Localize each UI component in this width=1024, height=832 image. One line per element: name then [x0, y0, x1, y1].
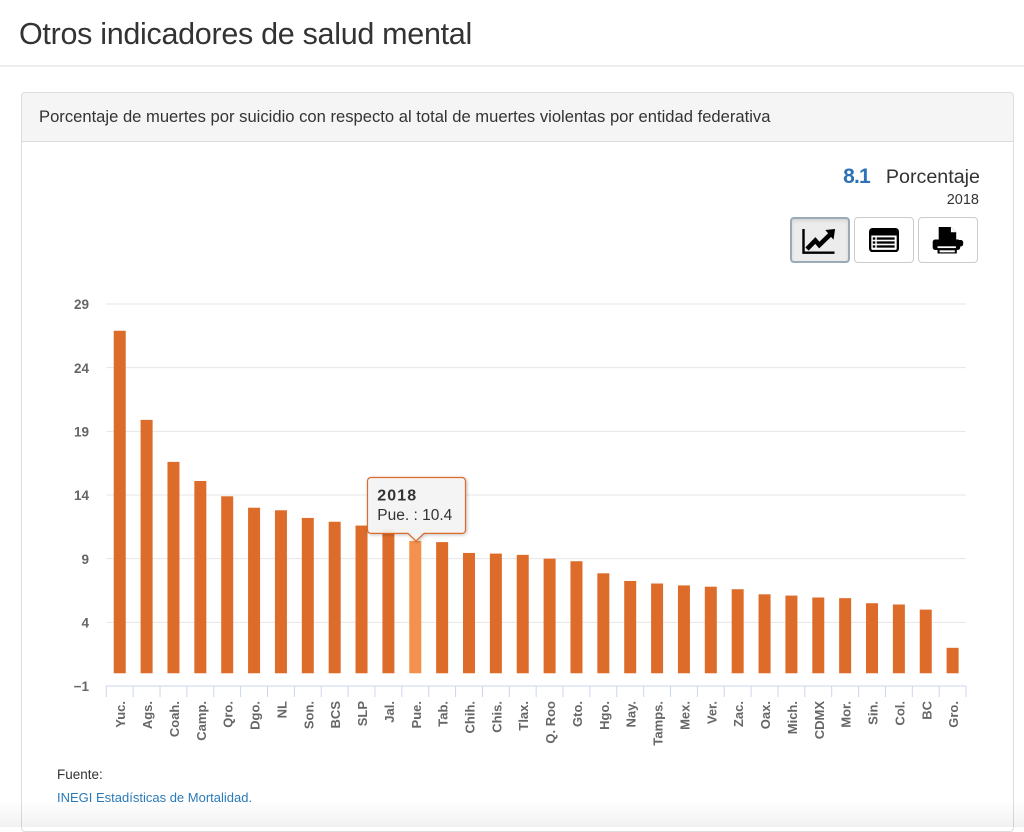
svg-text:Mich.: Mich. [785, 701, 800, 734]
svg-text:Tab.: Tab. [436, 701, 451, 727]
svg-text:Gto.: Gto. [570, 701, 585, 727]
svg-text:SLP: SLP [355, 701, 370, 727]
svg-text:Mor.: Mor. [839, 701, 854, 728]
svg-text:Tlax.: Tlax. [516, 701, 531, 731]
svg-text:CDMX: CDMX [812, 701, 827, 740]
svg-text:Chis.: Chis. [489, 701, 504, 733]
svg-text:Mex.: Mex. [677, 701, 692, 730]
svg-text:Hgo.: Hgo. [597, 701, 612, 730]
svg-text:BC: BC [919, 700, 934, 719]
svg-text:Jal.: Jal. [382, 701, 397, 723]
svg-text:Zac.: Zac. [731, 701, 746, 727]
svg-text:14: 14 [74, 488, 90, 503]
svg-text:−1: −1 [74, 679, 90, 694]
svg-text:4: 4 [81, 616, 89, 631]
svg-text:Chih.: Chih. [463, 701, 478, 734]
svg-text:Coah.: Coah. [167, 701, 182, 737]
svg-text:29: 29 [74, 297, 89, 312]
svg-text:Dgo.: Dgo. [248, 701, 263, 730]
svg-text:Ags.: Ags. [140, 701, 155, 729]
svg-text:9: 9 [81, 552, 89, 567]
svg-text:Pue.: Pue. [409, 701, 424, 728]
svg-text:Yuc.: Yuc. [113, 701, 128, 728]
svg-text:Tamps.: Tamps. [651, 701, 666, 746]
svg-text:Pue. : 10.4: Pue. : 10.4 [377, 507, 452, 524]
svg-text:19: 19 [74, 425, 89, 440]
svg-text:Son.: Son. [301, 701, 316, 729]
svg-text:Camp.: Camp. [194, 701, 209, 741]
svg-text:Ver.: Ver. [704, 701, 719, 724]
svg-text:Col.: Col. [892, 701, 907, 726]
svg-text:2018: 2018 [377, 488, 417, 505]
svg-text:Oax.: Oax. [758, 701, 773, 729]
svg-text:Qro.: Qro. [221, 701, 236, 728]
svg-text:NL: NL [274, 701, 289, 718]
svg-text:Nay.: Nay. [624, 701, 639, 728]
svg-text:BCS: BCS [328, 701, 343, 729]
svg-text:Sin.: Sin. [866, 701, 881, 725]
svg-text:Q. Roo: Q. Roo [543, 701, 558, 744]
svg-text:24: 24 [74, 361, 90, 376]
svg-text:Gro.: Gro. [946, 701, 961, 728]
